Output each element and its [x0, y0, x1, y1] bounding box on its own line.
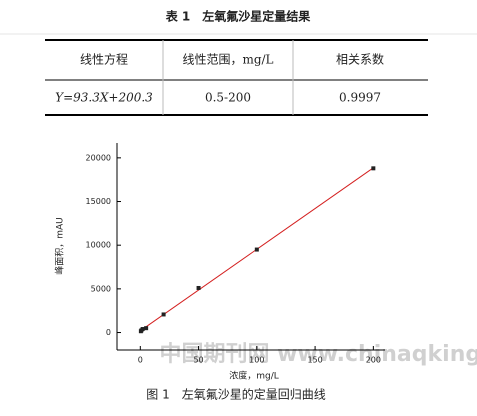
table-cell: 0.5-200 — [205, 91, 251, 105]
y-tick-label: 5000 — [91, 284, 111, 293]
data-point — [371, 166, 376, 171]
data-point — [161, 312, 166, 317]
x-tick-label: 50 — [193, 356, 203, 365]
table-cell: Y=93.3X+200.3 — [55, 91, 153, 105]
data-point — [254, 247, 259, 252]
column-header: 线性范围，mg/L — [182, 53, 273, 67]
y-tick-label: 15000 — [86, 197, 111, 206]
watermark: 中国期刊网 www.chinaqking.com — [159, 342, 477, 367]
figure-caption: 图 1 左氧氟沙星的定量回归曲线 — [146, 387, 325, 402]
x-tick-label: 150 — [307, 356, 322, 365]
x-tick-label: 200 — [366, 356, 381, 365]
y-axis-label: 峰面积，mAU — [54, 217, 66, 275]
table-title: 表 1 左氧氟沙星定量结果 — [165, 9, 311, 24]
data-point — [196, 285, 201, 290]
table-cell: 0.9997 — [339, 91, 381, 105]
x-axis-label: 浓度，mg/L — [229, 370, 279, 382]
x-tick-label: 0 — [138, 356, 143, 365]
x-tick-label: 100 — [249, 356, 264, 365]
column-header: 线性方程 — [80, 52, 128, 67]
y-tick-label: 0 — [106, 328, 111, 337]
y-tick-label: 20000 — [86, 153, 111, 162]
y-tick-label: 10000 — [86, 241, 111, 250]
data-point — [140, 327, 145, 332]
column-header: 相关系数 — [336, 52, 384, 67]
data-point — [144, 326, 149, 331]
